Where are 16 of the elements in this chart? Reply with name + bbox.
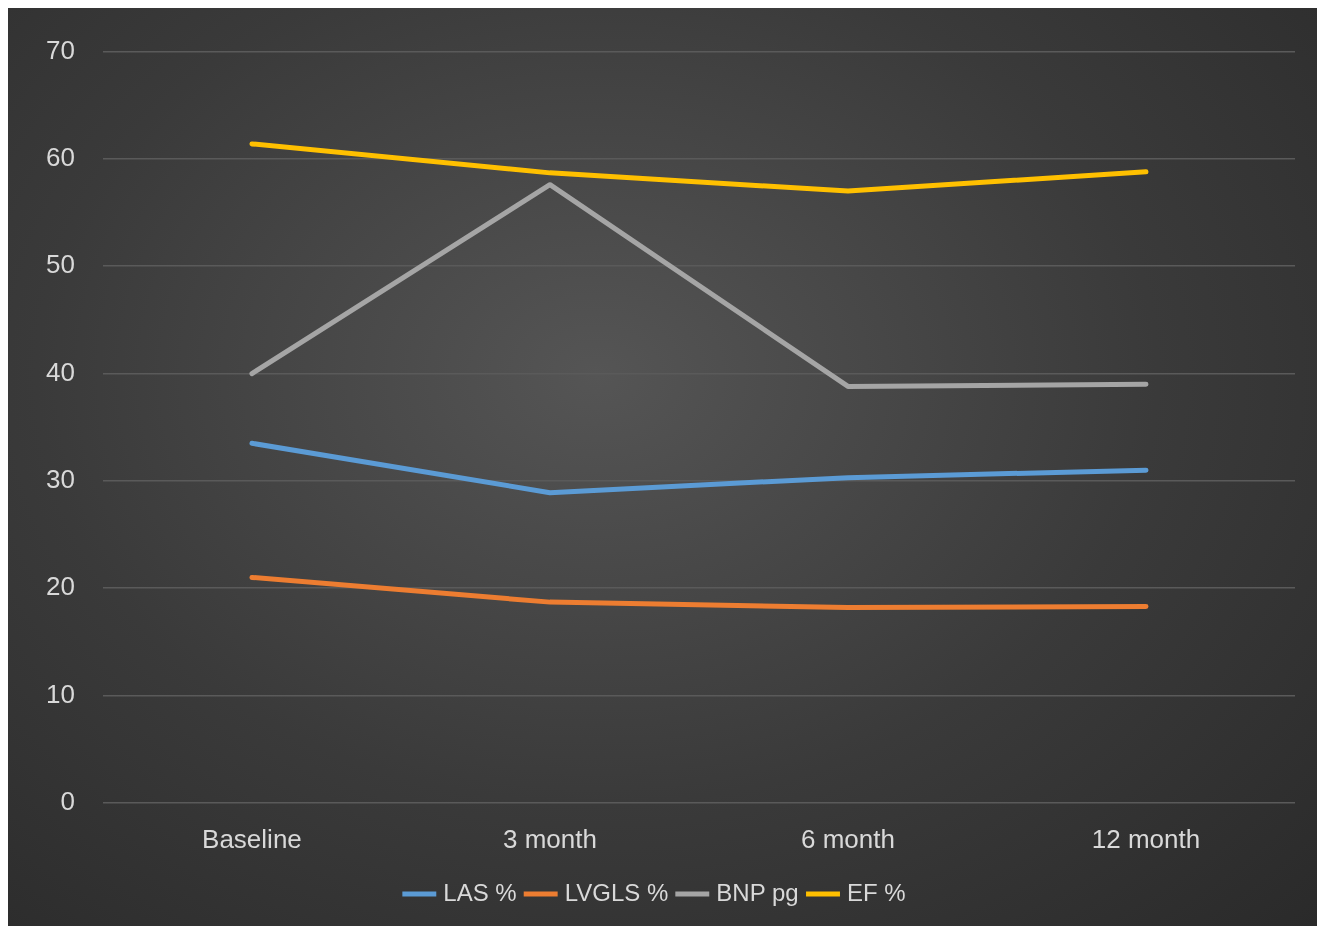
legend-label: LAS % <box>443 878 517 906</box>
y-tick-label: 40 <box>46 356 75 387</box>
y-tick-label: 30 <box>46 464 75 495</box>
x-tick-label: 3 month <box>502 823 597 854</box>
y-tick-label: 20 <box>46 571 75 602</box>
y-tick-label: 70 <box>46 34 75 65</box>
y-tick-label: 10 <box>46 678 75 709</box>
y-tick-label: 0 <box>60 785 75 816</box>
x-tick-label: 12 month <box>1091 823 1201 854</box>
y-tick-label: 60 <box>46 142 75 173</box>
x-tick-label: Baseline <box>202 823 302 854</box>
legend-label: BNP pg <box>716 878 799 906</box>
legend-label: LVGLS % <box>564 878 669 906</box>
x-tick-label: 6 month <box>800 823 895 854</box>
y-tick-label: 50 <box>46 249 75 280</box>
legend-label: EF % <box>847 878 906 906</box>
